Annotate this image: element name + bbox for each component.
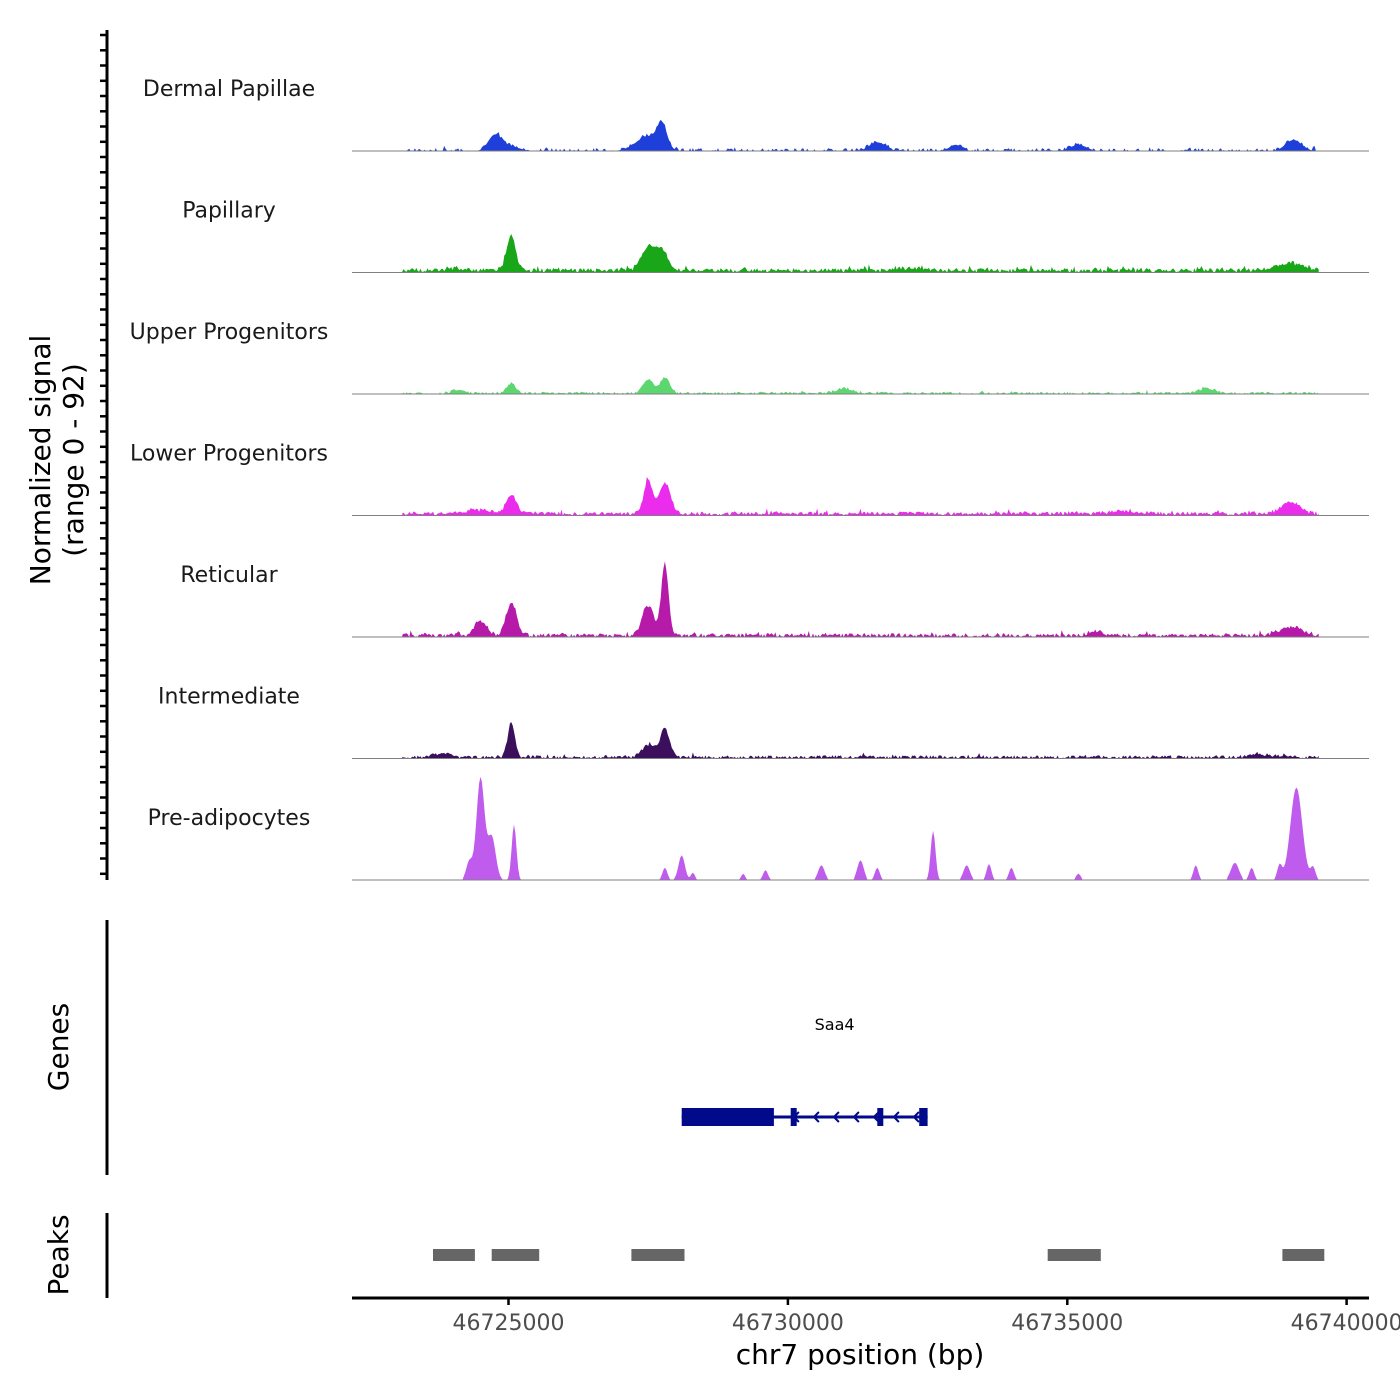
track-label-dermal-papillae: Dermal Papillae <box>143 77 315 102</box>
strand-arrow <box>832 1111 840 1123</box>
y-axis-range: (range 0 - 92) <box>57 363 90 557</box>
track-reticular: Reticular <box>180 561 1369 638</box>
gene-saa4: Saa4 <box>681 1015 928 1126</box>
gene-label: Saa4 <box>815 1015 855 1034</box>
signal-axis-ticks <box>100 33 107 876</box>
track-label-pre-adipocytes: Pre-adipocytes <box>148 806 311 831</box>
signal-area-papillary <box>402 234 1319 273</box>
strand-arrow <box>812 1111 820 1123</box>
gene-exon <box>919 1108 928 1126</box>
strand-arrow <box>892 1111 900 1123</box>
track-label-reticular: Reticular <box>180 563 278 588</box>
x-axis-title: chr7 position (bp) <box>736 1338 985 1371</box>
peak-region <box>1282 1249 1325 1261</box>
peak-region <box>433 1249 475 1261</box>
x-tick-label: 46730000 <box>732 1311 844 1336</box>
track-label-intermediate: Intermediate <box>158 685 300 710</box>
gene-exon <box>877 1108 884 1126</box>
peak-region <box>631 1249 685 1261</box>
signal-area-dermal-papillae <box>402 119 1319 151</box>
track-label-papillary: Papillary <box>182 199 276 224</box>
signal-area-lower-progenitors <box>402 477 1319 516</box>
signal-area-pre-adipocytes <box>402 776 1319 880</box>
signal-area-upper-progenitors <box>402 377 1319 394</box>
track-dermal-papillae: Dermal Papillae <box>143 77 1369 152</box>
x-tick-label: 46725000 <box>453 1311 565 1336</box>
strand-arrow <box>912 1111 920 1123</box>
strand-arrow <box>852 1111 860 1123</box>
peak-region <box>491 1249 540 1261</box>
gene-exon <box>681 1108 774 1126</box>
strand-arrow <box>792 1111 800 1123</box>
peaks-track <box>433 1249 1325 1261</box>
strand-arrow <box>872 1111 880 1123</box>
track-intermediate: Intermediate <box>158 685 1369 759</box>
track-label-upper-progenitors: Upper Progenitors <box>130 320 329 345</box>
x-tick-label: 46740000 <box>1291 1311 1400 1336</box>
x-tick-label: 46735000 <box>1011 1311 1123 1336</box>
peak-region <box>1047 1249 1101 1261</box>
signal-area-intermediate <box>402 722 1319 759</box>
track-label-lower-progenitors: Lower Progenitors <box>130 442 328 467</box>
track-pre-adipocytes: Pre-adipocytes <box>148 776 1369 881</box>
signal-area-reticular <box>402 561 1319 637</box>
y-axis-title: Normalized signal <box>24 335 57 586</box>
x-axis-ticks: 46725000 46730000 46735000 46740000 <box>453 1298 1400 1336</box>
track-lower-progenitors: Lower Progenitors <box>130 442 1369 516</box>
track-papillary: Papillary <box>182 199 1369 273</box>
signal-tracks: Dermal Papillae Papillary Upper Progenitor… <box>130 77 1369 881</box>
genes-track-title: Genes <box>42 1003 75 1091</box>
peaks-track-title: Peaks <box>42 1214 75 1295</box>
track-upper-progenitors: Upper Progenitors <box>130 320 1369 395</box>
gene-track: Saa4 <box>681 1015 928 1126</box>
